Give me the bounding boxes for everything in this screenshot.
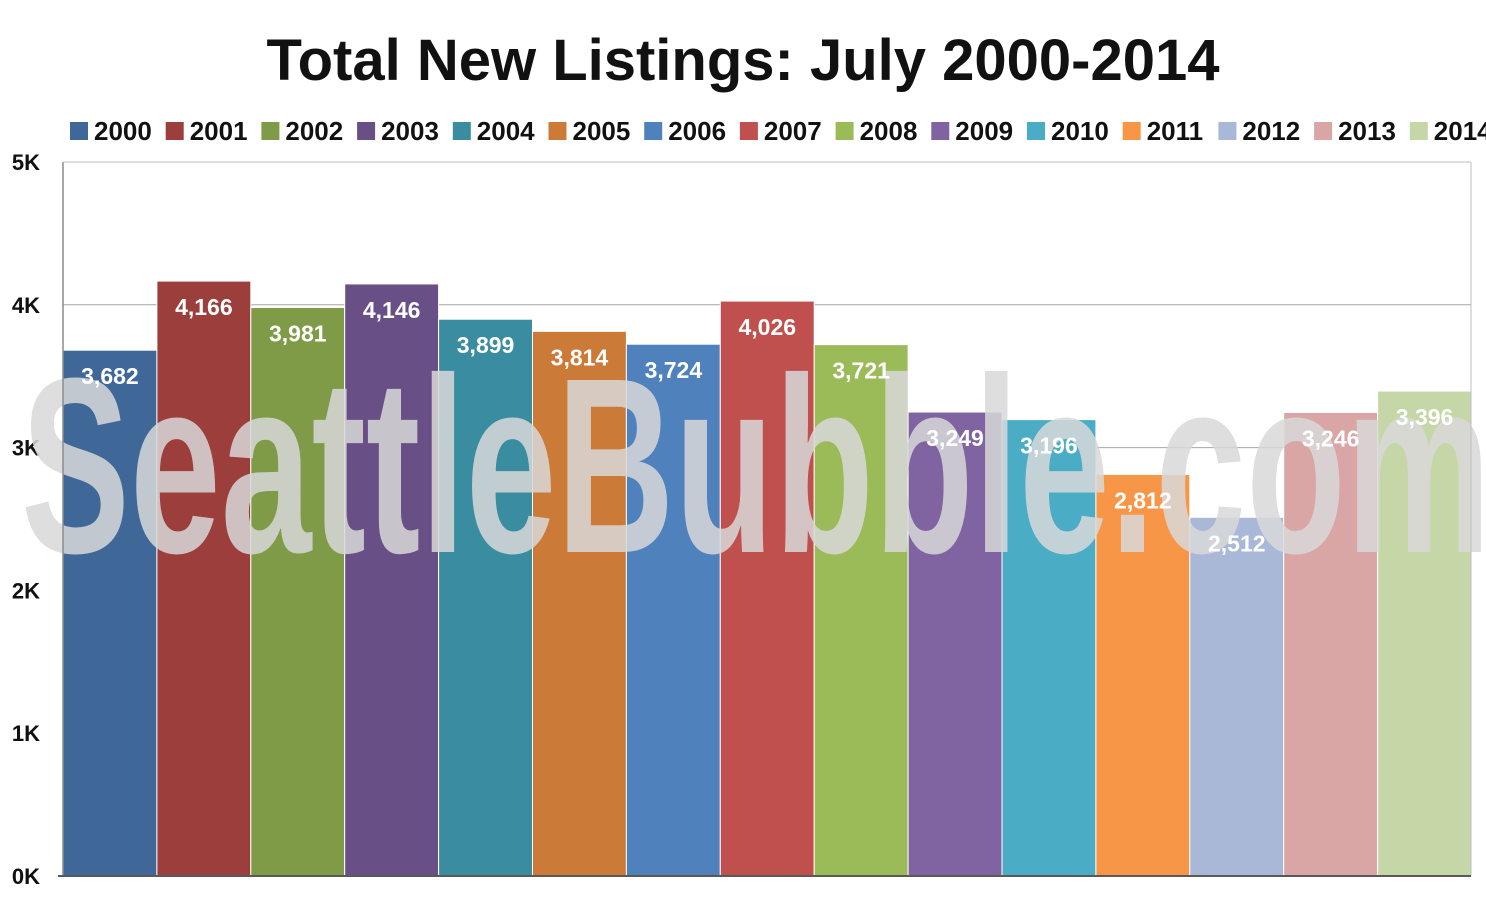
legend-swatch bbox=[548, 122, 567, 140]
bar-2009 bbox=[907, 411, 1003, 877]
data-label-2009: 3,249 bbox=[926, 425, 984, 451]
y-tick-label: 5K bbox=[12, 150, 40, 175]
legend-swatch bbox=[261, 122, 280, 140]
bar-2012 bbox=[1189, 516, 1285, 877]
legend-swatch bbox=[835, 122, 854, 140]
legend-item-2002: 2002 bbox=[261, 116, 343, 146]
data-label-2014: 3,396 bbox=[1396, 404, 1454, 430]
legend-item-2009: 2009 bbox=[931, 116, 1013, 146]
bar-2006 bbox=[625, 343, 721, 877]
legend-swatch bbox=[357, 122, 376, 140]
legend-item-2006: 2006 bbox=[644, 116, 726, 146]
bar-2002 bbox=[250, 307, 346, 877]
legend-label: 2004 bbox=[477, 116, 535, 146]
data-label-2004: 3,899 bbox=[457, 332, 515, 358]
bar-2007 bbox=[719, 300, 815, 877]
bars bbox=[62, 280, 1472, 877]
data-label-2007: 4,026 bbox=[738, 314, 796, 340]
legend-item-2000: 2000 bbox=[70, 116, 152, 146]
legend-swatch bbox=[452, 122, 471, 140]
legend-label: 2013 bbox=[1338, 116, 1396, 146]
bar-2003 bbox=[344, 283, 440, 877]
data-labels: 3,682 4,166 3,981 4,146 3,899 3,814 3,724 4,026… bbox=[81, 294, 1453, 556]
legend-label: 2003 bbox=[381, 116, 439, 146]
legend-swatch bbox=[165, 122, 184, 140]
legend-swatch bbox=[1218, 122, 1237, 140]
bar-2011 bbox=[1095, 473, 1191, 877]
y-tick-label: 2K bbox=[12, 578, 40, 603]
legend-label: 2006 bbox=[668, 116, 726, 146]
chart-title: Total New Listings: July 2000-2014 bbox=[266, 28, 1219, 93]
data-label-2010: 3,196 bbox=[1020, 433, 1078, 459]
bar-2005 bbox=[532, 330, 627, 877]
legend-label: 2010 bbox=[1051, 116, 1109, 146]
legend-item-2013: 2013 bbox=[1314, 116, 1396, 146]
legend-item-2010: 2010 bbox=[1027, 116, 1109, 146]
data-label-2012: 2,512 bbox=[1208, 530, 1266, 556]
bar-2010 bbox=[1001, 419, 1097, 877]
legend-swatch bbox=[931, 122, 950, 140]
legend-label: 2002 bbox=[285, 116, 343, 146]
legend-item-2005: 2005 bbox=[548, 116, 631, 146]
bar-2008 bbox=[813, 344, 909, 877]
legend-item-2004: 2004 bbox=[452, 116, 535, 146]
legend-label: 2001 bbox=[190, 116, 248, 146]
bar-2014 bbox=[1377, 390, 1472, 877]
y-axis-ticks: 0K 1K 2K 3K 4K 5K bbox=[12, 150, 40, 889]
data-label-2001: 4,166 bbox=[175, 294, 233, 320]
legend-label: 2000 bbox=[94, 116, 152, 146]
legend-swatch bbox=[644, 122, 663, 140]
bar-2001 bbox=[156, 280, 252, 877]
legend-swatch bbox=[1027, 122, 1045, 140]
legend-swatch bbox=[70, 122, 88, 140]
legend: 2000 2001 2002 2003 2004 2005 2006 2007 2008 2009… bbox=[70, 116, 1486, 146]
legend-item-2003: 2003 bbox=[357, 116, 439, 146]
data-label-2011: 2,812 bbox=[1114, 487, 1172, 513]
data-label-2006: 3,724 bbox=[645, 357, 703, 383]
legend-label: 2012 bbox=[1242, 116, 1300, 146]
y-tick-label: 4K bbox=[12, 293, 40, 318]
legend-label: 2008 bbox=[860, 116, 918, 146]
data-label-2013: 3,246 bbox=[1302, 425, 1360, 451]
data-label-2003: 4,146 bbox=[363, 297, 421, 323]
bar-2004 bbox=[438, 318, 534, 877]
legend-label: 2009 bbox=[955, 116, 1013, 146]
legend-label: 2005 bbox=[573, 116, 631, 146]
legend-swatch bbox=[739, 122, 758, 140]
bar-2000 bbox=[62, 349, 158, 877]
data-label-2002: 3,981 bbox=[269, 321, 327, 347]
y-tick-label: 3K bbox=[12, 436, 40, 461]
legend-swatch bbox=[1314, 122, 1333, 140]
legend-item-2011: 2011 bbox=[1122, 116, 1203, 146]
legend-swatch bbox=[1122, 122, 1141, 140]
legend-swatch bbox=[1409, 122, 1428, 140]
legend-item-2014: 2014 bbox=[1409, 116, 1486, 146]
watermark: SeattleBubble.com bbox=[21, 326, 1486, 605]
data-label-2008: 3,721 bbox=[832, 358, 890, 384]
y-tick-label: 1K bbox=[12, 721, 40, 746]
legend-label: 2011 bbox=[1147, 116, 1203, 146]
axes bbox=[58, 161, 1472, 877]
legend-item-2001: 2001 bbox=[165, 116, 248, 146]
legend-item-2007: 2007 bbox=[739, 116, 822, 146]
data-label-2005: 3,814 bbox=[551, 344, 609, 370]
y-tick-label: 0K bbox=[12, 864, 40, 889]
legend-item-2012: 2012 bbox=[1218, 116, 1300, 146]
data-label-2000: 3,682 bbox=[81, 363, 139, 389]
legend-label: 2014 bbox=[1434, 116, 1486, 146]
legend-item-2008: 2008 bbox=[835, 116, 918, 146]
legend-label: 2007 bbox=[764, 116, 822, 146]
